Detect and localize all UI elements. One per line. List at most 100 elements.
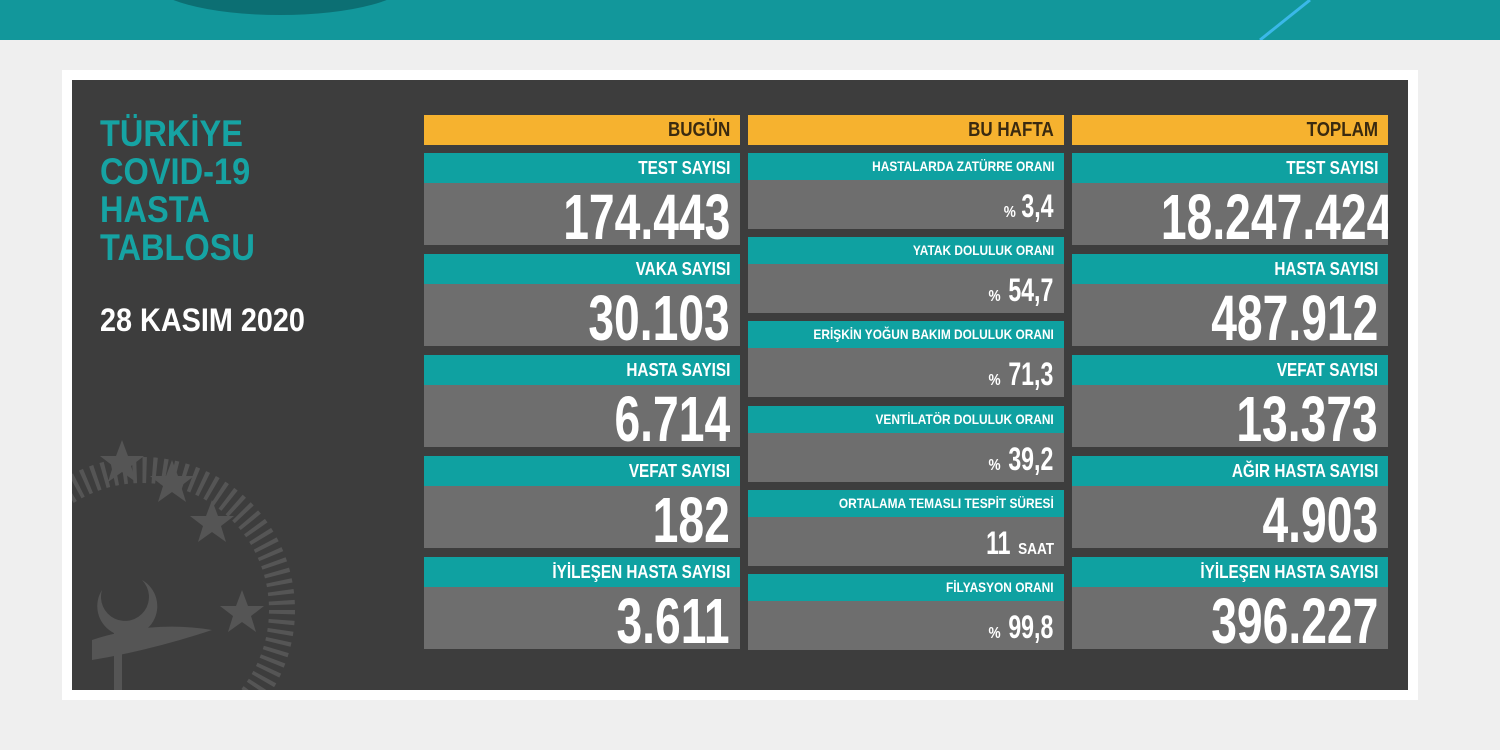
- value-number: 182: [652, 486, 730, 548]
- stat-value: 4.903: [1072, 486, 1388, 548]
- stat-label: VAKA SAYISI: [424, 254, 740, 284]
- stat-value-wrap: 182: [639, 486, 730, 548]
- stat-label: TEST SAYISI: [1072, 153, 1388, 183]
- stat-label: FİLYASYON ORANI: [748, 574, 1064, 601]
- stat-value-wrap: 487.912: [1181, 284, 1378, 346]
- stat-value-wrap: % 3,4: [1004, 180, 1054, 229]
- stat-label: HASTA SAYISI: [424, 355, 740, 385]
- value-number: 99,8: [1009, 609, 1054, 645]
- title-line: TÜRKİYE: [100, 113, 243, 154]
- top-banner: [0, 0, 1500, 40]
- value-prefix: %: [988, 288, 1002, 306]
- stat-value-wrap: 6.714: [594, 385, 730, 447]
- stat-value-wrap: % 54,7: [989, 264, 1054, 313]
- stat-label-text: FİLYASYON ORANI: [946, 579, 1054, 595]
- column-header: BU HAFTA: [748, 115, 1064, 145]
- stat-value: 30.103: [424, 284, 740, 346]
- stat-label: VEFAT SAYISI: [1072, 355, 1388, 385]
- panel: TÜRKİYE COVID-19 HASTA TABLOSU 28 KASIM 202…: [72, 80, 1408, 690]
- stat-label: İYİLEŞEN HASTA SAYISI: [1072, 557, 1388, 587]
- stat-label-text: İYİLEŞEN HASTA SAYISI: [1200, 562, 1378, 582]
- stat-value-wrap: 30.103: [564, 284, 730, 346]
- value-prefix: %: [988, 625, 1002, 642]
- value-number: 174.443: [562, 183, 730, 245]
- stat-value: % 71,3: [748, 348, 1064, 398]
- stat-value-wrap: 13.373: [1212, 385, 1378, 447]
- title-line: COVID-19: [100, 151, 251, 192]
- stat-label-text: ORTALAMA TEMASLI TESPİT SÜRESİ: [839, 494, 1054, 511]
- value-number: 18.247.424: [1160, 183, 1388, 245]
- stat-label-text: VAKA SAYISI: [635, 259, 730, 279]
- stat-label: VENTİLATÖR DOLULUK ORANI: [748, 405, 1064, 433]
- stat-value-wrap: 11 SAAT: [982, 517, 1054, 566]
- stat-label: ERİŞKİN YOĞUN BAKIM DOLULUK ORANI: [748, 321, 1064, 349]
- title-line: HASTA: [100, 189, 210, 230]
- report-date: 28 KASIM 2020: [100, 302, 305, 338]
- stat-value: 6.714: [424, 385, 740, 447]
- stat-value-wrap: 18.247.424: [1120, 183, 1388, 245]
- stat-label: YATAK DOLULUK ORANI: [748, 237, 1064, 265]
- stat-label: TEST SAYISI: [424, 153, 740, 183]
- stat-label-text: HASTALARDA ZATÜRRE ORANI: [871, 158, 1054, 174]
- stat-label: VEFAT SAYISI: [424, 456, 740, 486]
- value-unit: SAAT: [1017, 540, 1054, 558]
- stat-value: 13.373: [1072, 385, 1388, 447]
- column-title: TOPLAM: [1306, 119, 1378, 141]
- stat-value: % 99,8: [748, 601, 1064, 650]
- title-line: TABLOSU: [100, 227, 255, 268]
- stat-label-text: VENTİLATÖR DOLULUK ORANI: [875, 410, 1054, 427]
- value-prefix: %: [1004, 204, 1017, 221]
- stat-label-text: AĞIR HASTA SAYISI: [1231, 461, 1378, 481]
- stat-value: 396.227: [1072, 587, 1388, 649]
- stat-label-text: TEST SAYISI: [637, 158, 730, 178]
- value-prefix: %: [988, 372, 1002, 390]
- stat-label-text: VEFAT SAYISI: [1276, 360, 1378, 380]
- stat-label-text: ERİŞKİN YOĞUN BAKIM DOLULUK ORANI: [813, 326, 1054, 343]
- stat-label: AĞIR HASTA SAYISI: [1072, 456, 1388, 486]
- stat-value: 182: [424, 486, 740, 548]
- stat-value-wrap: % 71,3: [989, 348, 1054, 397]
- stat-label-text: TEST SAYISI: [1285, 158, 1378, 178]
- stat-value: 487.912: [1072, 284, 1388, 346]
- stat-value-wrap: 3.611: [597, 587, 730, 649]
- stat-label: HASTA SAYISI: [1072, 254, 1388, 284]
- stat-value: % 3,4: [748, 180, 1064, 229]
- banner-decoration: [173, 0, 1311, 40]
- column-header: BUGÜN: [424, 115, 740, 145]
- stat-value-wrap: % 39,2: [989, 433, 1054, 482]
- column-header: TOPLAM: [1072, 115, 1388, 145]
- value-number: 4.903: [1262, 486, 1378, 548]
- stat-value: 3.611: [424, 587, 740, 649]
- stat-value-wrap: 174.443: [533, 183, 730, 245]
- stat-label-text: İYİLEŞEN HASTA SAYISI: [552, 562, 730, 582]
- stat-value: % 54,7: [748, 264, 1064, 314]
- stat-value: % 39,2: [748, 432, 1064, 482]
- value-number: 13.373: [1236, 385, 1378, 447]
- value-number: 11: [985, 524, 1011, 561]
- stat-label-text: YATAK DOLULUK ORANI: [912, 242, 1054, 259]
- value-number: 30.103: [588, 284, 730, 346]
- column-title: BUGÜN: [667, 119, 730, 141]
- stat-label-text: HASTA SAYISI: [1273, 259, 1378, 279]
- value-number: 39,2: [1009, 440, 1054, 477]
- stat-value-wrap: 396.227: [1181, 587, 1378, 649]
- value-number: 6.714: [614, 385, 730, 447]
- value-number: 3.611: [616, 587, 730, 649]
- column-title: BU HAFTA: [968, 119, 1054, 141]
- stat-label-text: VEFAT SAYISI: [628, 461, 730, 481]
- value-number: 71,3: [1009, 356, 1054, 393]
- stat-value: 174.443: [424, 183, 740, 245]
- value-number: 396.227: [1210, 587, 1378, 649]
- stat-label-text: HASTA SAYISI: [625, 360, 730, 380]
- value-number: 3,4: [1021, 188, 1054, 224]
- stat-label: HASTALARDA ZATÜRRE ORANI: [748, 153, 1064, 180]
- emblem: [72, 440, 295, 690]
- stat-label: İYİLEŞEN HASTA SAYISI: [424, 557, 740, 587]
- value-prefix: %: [988, 456, 1002, 474]
- stat-value: 18.247.424: [1072, 183, 1388, 245]
- value-number: 487.912: [1210, 284, 1378, 346]
- stat-value-wrap: 4.903: [1242, 486, 1378, 548]
- stat-value-wrap: % 99,8: [989, 601, 1054, 650]
